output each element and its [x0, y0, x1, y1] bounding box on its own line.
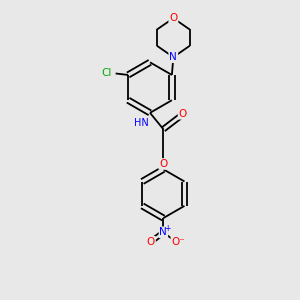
Text: +: + — [164, 224, 170, 233]
Text: N: N — [169, 52, 177, 62]
Text: N: N — [169, 52, 177, 62]
Text: O: O — [178, 109, 187, 119]
Text: Cl: Cl — [101, 68, 112, 79]
Text: O: O — [147, 237, 155, 247]
Text: O: O — [169, 13, 178, 23]
Text: O: O — [159, 159, 167, 169]
Text: O⁻: O⁻ — [171, 237, 185, 247]
Text: HN: HN — [134, 118, 149, 128]
Text: N: N — [160, 227, 167, 237]
